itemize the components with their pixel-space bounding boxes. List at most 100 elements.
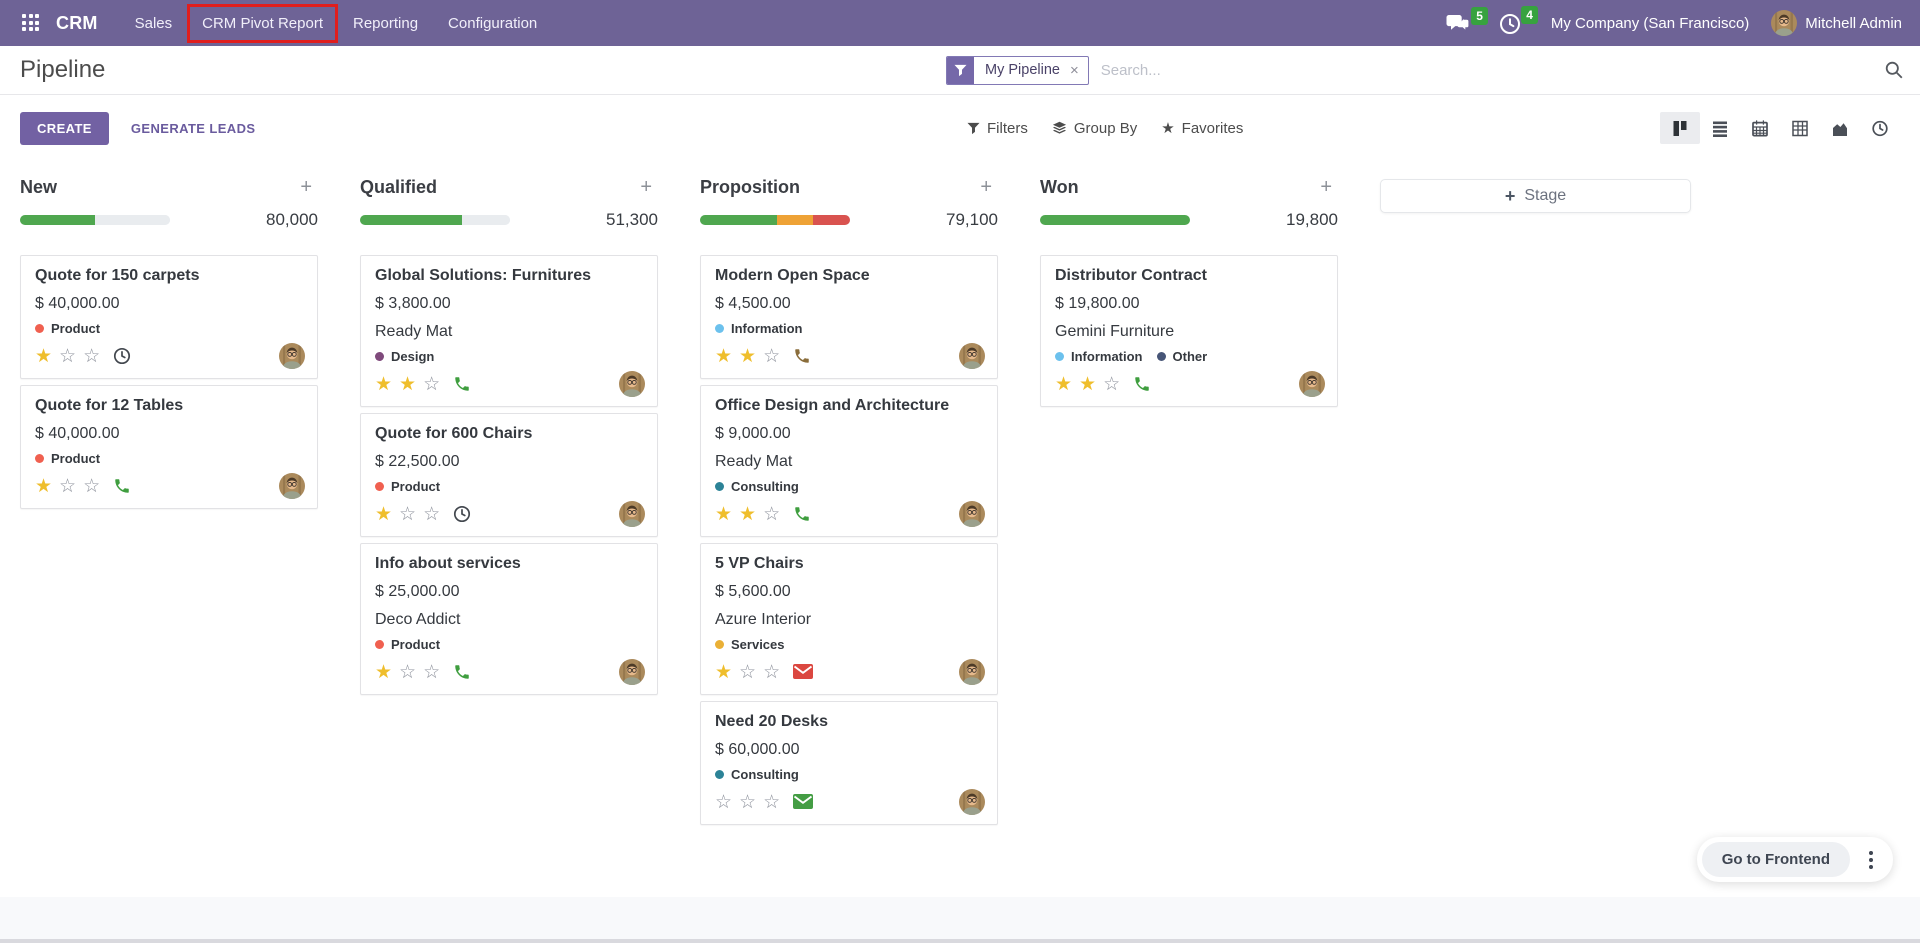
card-avatar[interactable] — [619, 371, 645, 397]
card-amount: $ 5,600.00 — [715, 583, 791, 600]
star-empty-icon[interactable]: ☆ — [83, 345, 101, 367]
star-filled-icon[interactable]: ★ — [375, 503, 393, 525]
card-avatar[interactable] — [1299, 371, 1325, 397]
nav-item-sales[interactable]: Sales — [134, 14, 173, 32]
star-empty-icon[interactable]: ☆ — [423, 503, 441, 525]
apps-grid-icon[interactable] — [22, 14, 40, 32]
star-empty-icon[interactable]: ☆ — [399, 503, 417, 525]
filters-button[interactable]: Filters — [967, 120, 1028, 137]
star-filled-icon[interactable]: ★ — [739, 345, 757, 367]
activity-clock-icon[interactable] — [453, 505, 471, 523]
star-empty-icon[interactable]: ☆ — [1103, 373, 1121, 395]
star-filled-icon[interactable]: ★ — [35, 475, 53, 497]
star-filled-icon[interactable]: ★ — [1079, 373, 1097, 395]
quick-add-icon[interactable]: + — [634, 177, 658, 197]
company-switcher[interactable]: My Company (San Francisco) — [1550, 14, 1750, 32]
activity-envelope-icon[interactable] — [793, 664, 814, 680]
star-empty-icon[interactable]: ☆ — [423, 661, 441, 683]
star-filled-icon[interactable]: ★ — [375, 373, 393, 395]
app-name[interactable]: CRM — [56, 12, 98, 33]
star-empty-icon[interactable]: ☆ — [763, 345, 781, 367]
graph-view-icon[interactable] — [1820, 112, 1860, 144]
add-stage-button[interactable]: + Stage — [1380, 179, 1691, 213]
star-empty-icon[interactable]: ☆ — [423, 373, 441, 395]
column-progressbar[interactable] — [700, 215, 850, 225]
star-empty-icon[interactable]: ☆ — [763, 661, 781, 683]
card-avatar[interactable] — [279, 343, 305, 369]
star-empty-icon[interactable]: ☆ — [83, 475, 101, 497]
activity-phone-icon[interactable] — [793, 505, 811, 523]
remove-facet-icon[interactable]: × — [1069, 61, 1079, 79]
column-progressbar[interactable] — [360, 215, 510, 225]
star-filled-icon[interactable]: ★ — [399, 373, 417, 395]
card-avatar[interactable] — [959, 343, 985, 369]
kanban-card-office-design-and-architecture[interactable]: Office Design and Architecture $ 9,000.00… — [700, 385, 998, 537]
kanban-card-distributor-contract[interactable]: Distributor Contract $ 19,800.00 Gemini Fu… — [1040, 255, 1338, 407]
messages-button[interactable]: 5 — [1442, 6, 1488, 38]
star-empty-icon[interactable]: ☆ — [715, 791, 733, 813]
kanban-card-info-about-services[interactable]: Info about services $ 25,000.00 Deco Addic… — [360, 543, 658, 695]
tag-consulting: Consulting — [715, 479, 799, 494]
activity-envelope-icon[interactable] — [793, 794, 814, 810]
kanban-card-need-20-desks[interactable]: Need 20 Desks $ 60,000.00 Consulting ☆ ☆ ☆ — [700, 701, 998, 825]
star-filled-icon[interactable]: ★ — [739, 503, 757, 525]
kebab-menu-icon[interactable] — [1854, 842, 1888, 877]
tag-product: Product — [375, 637, 440, 652]
card-avatar[interactable] — [959, 501, 985, 527]
kanban-card-modern-open-space[interactable]: Modern Open Space $ 4,500.00 Information ★ ★… — [700, 255, 998, 379]
activity-phone-icon[interactable] — [453, 663, 471, 681]
activity-phone-icon[interactable] — [453, 375, 471, 393]
kanban-card-quote-for-600-chairs[interactable]: Quote for 600 Chairs $ 22,500.00 Product ★ ☆… — [360, 413, 658, 537]
activity-phone-icon[interactable] — [793, 347, 811, 365]
kanban-card-quote-for-12-tables[interactable]: Quote for 12 Tables $ 40,000.00 Product ★ ☆ ☆ — [20, 385, 318, 509]
card-avatar[interactable] — [619, 659, 645, 685]
star-filled-icon[interactable]: ★ — [1055, 373, 1073, 395]
star-empty-icon[interactable]: ☆ — [763, 791, 781, 813]
activity-phone-icon[interactable] — [113, 477, 131, 495]
star-filled-icon[interactable]: ★ — [715, 503, 733, 525]
activity-view-icon[interactable] — [1860, 112, 1900, 144]
card-avatar[interactable] — [959, 659, 985, 685]
column-progressbar[interactable] — [1040, 215, 1190, 225]
calendar-view-icon[interactable] — [1740, 112, 1780, 144]
search-input[interactable] — [1088, 61, 1878, 79]
star-empty-icon[interactable]: ☆ — [763, 503, 781, 525]
user-menu[interactable]: Mitchell Admin — [1771, 10, 1902, 36]
star-empty-icon[interactable]: ☆ — [59, 475, 77, 497]
card-avatar[interactable] — [279, 473, 305, 499]
star-filled-icon[interactable]: ★ — [715, 661, 733, 683]
quick-add-icon[interactable]: + — [294, 177, 318, 197]
go-to-frontend-button[interactable]: Go to Frontend — [1701, 842, 1850, 877]
star-empty-icon[interactable]: ☆ — [59, 345, 77, 367]
star-empty-icon[interactable]: ☆ — [739, 791, 757, 813]
favorites-button[interactable]: ★ Favorites — [1161, 120, 1243, 137]
card-avatar[interactable] — [619, 501, 645, 527]
kanban-card-5-vp-chairs[interactable]: 5 VP Chairs $ 5,600.00 Azure Interior Servi… — [700, 543, 998, 695]
star-empty-icon[interactable]: ☆ — [739, 661, 757, 683]
activities-button[interactable]: 4 — [1495, 6, 1538, 38]
star-filled-icon[interactable]: ★ — [35, 345, 53, 367]
magnifier-icon[interactable] — [1884, 60, 1904, 80]
kanban-card-global-solutions-furnitures[interactable]: Global Solutions: Furnitures $ 3,800.00 Re… — [360, 255, 658, 407]
pivot-view-icon[interactable] — [1780, 112, 1820, 144]
activity-phone-icon[interactable] — [1133, 375, 1151, 393]
nav-item-reporting[interactable]: Reporting — [353, 14, 419, 32]
list-view-icon[interactable] — [1700, 112, 1740, 144]
nav-item-crm-pivot-report[interactable]: CRM Pivot Report — [187, 3, 338, 43]
card-avatar[interactable] — [959, 789, 985, 815]
generate-leads-button[interactable]: GENERATE LEADS — [125, 120, 262, 137]
quick-add-icon[interactable]: + — [1314, 177, 1338, 197]
column-progressbar[interactable] — [20, 215, 170, 225]
group-by-button[interactable]: Group By — [1052, 120, 1137, 137]
star-filled-icon[interactable]: ★ — [715, 345, 733, 367]
tag-dot — [715, 324, 724, 333]
activity-clock-icon[interactable] — [113, 347, 131, 365]
kanban-view-icon[interactable] — [1660, 112, 1700, 144]
create-button[interactable]: CREATE — [20, 111, 109, 145]
nav-item-configuration[interactable]: Configuration — [448, 14, 538, 32]
quick-add-icon[interactable]: + — [974, 177, 998, 197]
star-empty-icon[interactable]: ☆ — [399, 661, 417, 683]
column-name-proposition: Proposition — [700, 176, 800, 197]
star-filled-icon[interactable]: ★ — [375, 661, 393, 683]
kanban-card-quote-for-150-carpets[interactable]: Quote for 150 carpets $ 40,000.00 Product ★… — [20, 255, 318, 379]
